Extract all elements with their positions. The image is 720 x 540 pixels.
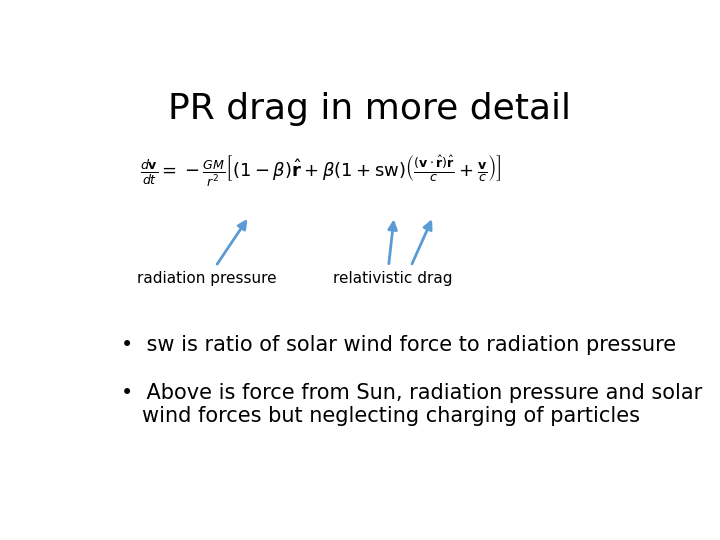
Text: •  Above is force from Sun, radiation pressure and solar: • Above is force from Sun, radiation pre… xyxy=(121,383,702,403)
Text: $\frac{d\mathbf{v}}{dt} = -\frac{GM}{r^2}\left[(1-\beta)\hat{\mathbf{r}} + \beta: $\frac{d\mathbf{v}}{dt} = -\frac{GM}{r^2… xyxy=(140,153,502,188)
Text: relativistic drag: relativistic drag xyxy=(333,272,452,286)
Text: radiation pressure: radiation pressure xyxy=(138,272,277,286)
Text: PR drag in more detail: PR drag in more detail xyxy=(168,92,570,126)
Text: wind forces but neglecting charging of particles: wind forces but neglecting charging of p… xyxy=(142,406,640,426)
Text: •  sw is ratio of solar wind force to radiation pressure: • sw is ratio of solar wind force to rad… xyxy=(121,335,676,355)
